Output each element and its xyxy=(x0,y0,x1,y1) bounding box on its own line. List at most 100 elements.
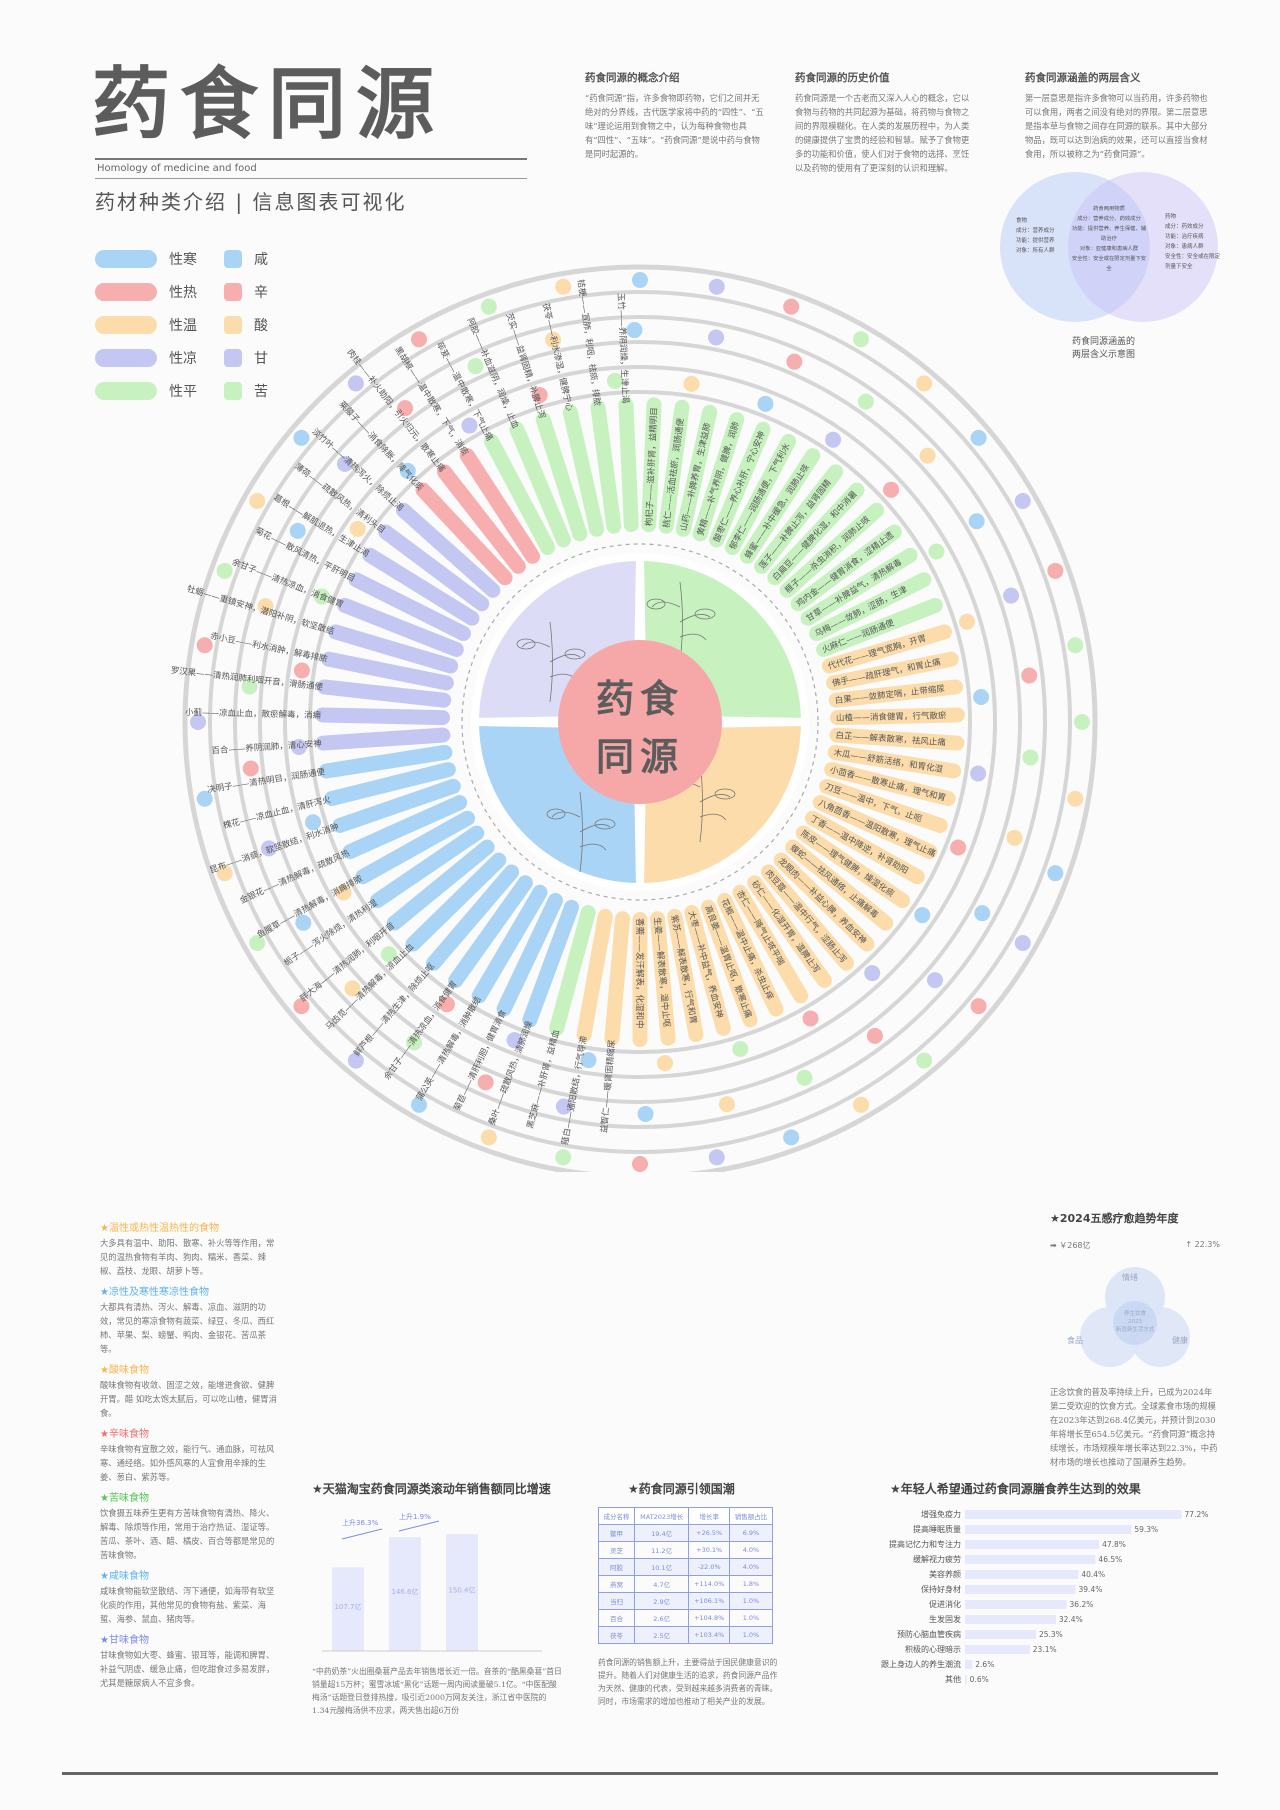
taste-note: ★苦味食物 饮食摄五味养生更有方苦味食物有清热、降火、解毒、除烦等作用，常用于治疗… xyxy=(100,1492,280,1562)
ring-dot xyxy=(950,839,967,856)
table-cell: 4.7亿 xyxy=(633,1575,690,1593)
table-cell: +30.1% xyxy=(688,1541,730,1559)
table-cell: 2.5亿 xyxy=(633,1626,690,1644)
taste-note: ★甘味食物 甘味食物如大枣、蜂蜜、银耳等，能调和脾胃、补益气阴虚、缓急止痛，但吃甜… xyxy=(100,1634,280,1690)
category-label: 保持好身材 xyxy=(921,1584,961,1594)
note-title: ★辛味食物 xyxy=(100,1429,149,1440)
ring-dot xyxy=(293,429,310,446)
ring-dot xyxy=(438,996,455,1013)
legend-label: 甘 xyxy=(254,351,268,367)
herb-bar xyxy=(315,727,451,751)
center-title: 同源 xyxy=(596,734,684,779)
herb-bar xyxy=(829,727,965,751)
value-label: 39.4% xyxy=(1079,1585,1103,1594)
legend-swatch xyxy=(224,349,242,367)
legend-row: 性平 苦 xyxy=(95,379,268,403)
table-cell: 11.2亿 xyxy=(633,1541,690,1559)
herb-bar xyxy=(355,810,476,885)
table-header: 增长率 xyxy=(688,1507,730,1525)
ring-dot xyxy=(718,1096,735,1113)
ring-dot xyxy=(916,1052,933,1069)
sales-growth-text: “中药奶茶”火出圈桑葚产品去年销售增长近一倍。音茶的“酷黑桑葚”首日销量超15万… xyxy=(312,1667,562,1715)
ring-dot xyxy=(1022,749,1039,766)
venn-diagram: 食物 成分：营养成分 功能：提供营养 对象：所有人群 药食两用物质 成分：营养成分、药效… xyxy=(1000,172,1220,322)
venn-circle-food xyxy=(1000,172,1150,322)
ring-dot xyxy=(190,714,206,730)
table-cell: 1.0% xyxy=(728,1592,774,1610)
ring-dot xyxy=(974,905,991,922)
radial-herb-chart: 枸杞子——滋补肝肾，益精明目 桃仁——活血祛瘀，润肠通便山药——补脾养胃，生津益肺… xyxy=(170,264,1098,1172)
category-label: 积极的心理暗示 xyxy=(905,1644,961,1654)
legend-row: 性凉 甘 xyxy=(95,346,268,370)
herb-bar xyxy=(318,744,453,779)
center-circle xyxy=(558,640,722,804)
table-cell: 1.0% xyxy=(728,1609,774,1627)
herb-label: 百合——养阴润肺，清心安神 xyxy=(211,738,322,756)
table-cell: 百合 xyxy=(598,1609,635,1627)
herb-bar xyxy=(342,795,468,860)
herb-bar xyxy=(328,624,459,674)
ring-dot xyxy=(708,1149,725,1166)
ring-dot xyxy=(958,613,975,630)
herb-label: 山楂——消食健胃，行气散瘀 xyxy=(836,710,947,723)
note-title: ★凉性及寒性寒凉性食物 xyxy=(100,1287,209,1298)
dashed-ring xyxy=(461,543,819,901)
herb-bar xyxy=(415,482,513,586)
ring-dot xyxy=(196,637,213,654)
herb-bar xyxy=(747,875,832,989)
ring-dot xyxy=(344,980,361,997)
herb-bar xyxy=(362,547,480,626)
herb-bar xyxy=(675,404,718,537)
table-row: 灵芝 11.2亿 +30.1% 4.0% xyxy=(598,1541,774,1559)
ring-dot xyxy=(786,353,803,370)
ring-dot xyxy=(657,1055,674,1072)
legend: 性寒 咸 性热 辛 性温 酸 性凉 甘 性平 苦 xyxy=(95,247,268,412)
growth-arrow xyxy=(341,1528,383,1540)
ring-dot xyxy=(555,278,572,295)
ring-dot xyxy=(1067,637,1084,654)
bar xyxy=(389,1537,421,1651)
ring-dot xyxy=(864,965,881,982)
legend-swatch xyxy=(224,382,242,400)
section-heading: 药材种类介绍 | 信息图表可视化 xyxy=(95,190,407,214)
herb-label: 枸杞子——滋补肝肾，益精明目 xyxy=(644,407,660,526)
ring-dot xyxy=(919,447,936,464)
legend-label: 性寒 xyxy=(169,252,197,268)
outer-ring xyxy=(182,264,1098,1172)
bar-label: 146.6亿 xyxy=(391,1587,418,1596)
ring-dot xyxy=(973,688,990,705)
ring-dot xyxy=(347,1052,364,1069)
herb-bar xyxy=(800,547,918,626)
herb-label: 香薷——发汗解表，化湿和中 xyxy=(634,918,645,1029)
ring-dot xyxy=(290,739,307,756)
herb-bar xyxy=(395,502,501,598)
ring-dot xyxy=(632,272,648,288)
herb-spoke: 白芷——解表散寒，祛风止痛 xyxy=(829,727,965,751)
legend-label: 性平 xyxy=(169,384,197,400)
table-cell: 阿胶 xyxy=(598,1558,635,1576)
herb-bar xyxy=(826,651,959,691)
ring-dot xyxy=(347,375,364,392)
legend-label: 酸 xyxy=(254,318,268,334)
note-title: ★甘味食物 xyxy=(100,1635,149,1646)
legend-swatch xyxy=(95,349,157,367)
herb-bar xyxy=(448,875,533,989)
outer-ring xyxy=(208,290,1072,1154)
ring-dot xyxy=(293,662,310,679)
herb-bar xyxy=(509,421,571,548)
note-text: 酸味食物有收敛、固涩之效，能增进食欲、健脾开胃。醋 如吃太饱太腻后，可以吃山楂，… xyxy=(100,1380,277,1418)
page-title: 药食同源 xyxy=(92,59,445,150)
ingredient-table: 成分名称 MAT2023增长 增长率 销售额占比 鳖甲 19.4亿 +26.5% 6.9% 灵芝… xyxy=(598,1507,774,1644)
ring-dot xyxy=(926,972,943,989)
herb-bar xyxy=(804,810,925,885)
center-title: 药食 xyxy=(596,676,684,721)
herb-bar xyxy=(315,707,451,726)
trend-circle-label: 情绪 xyxy=(1122,1273,1138,1282)
herb-bar xyxy=(739,448,821,564)
ring-dot xyxy=(883,481,900,498)
bar xyxy=(965,1570,1079,1579)
legend-swatch xyxy=(95,382,157,400)
ring-dot xyxy=(480,298,497,315)
plant-sketch xyxy=(546,791,616,873)
ring-dot xyxy=(916,375,933,392)
